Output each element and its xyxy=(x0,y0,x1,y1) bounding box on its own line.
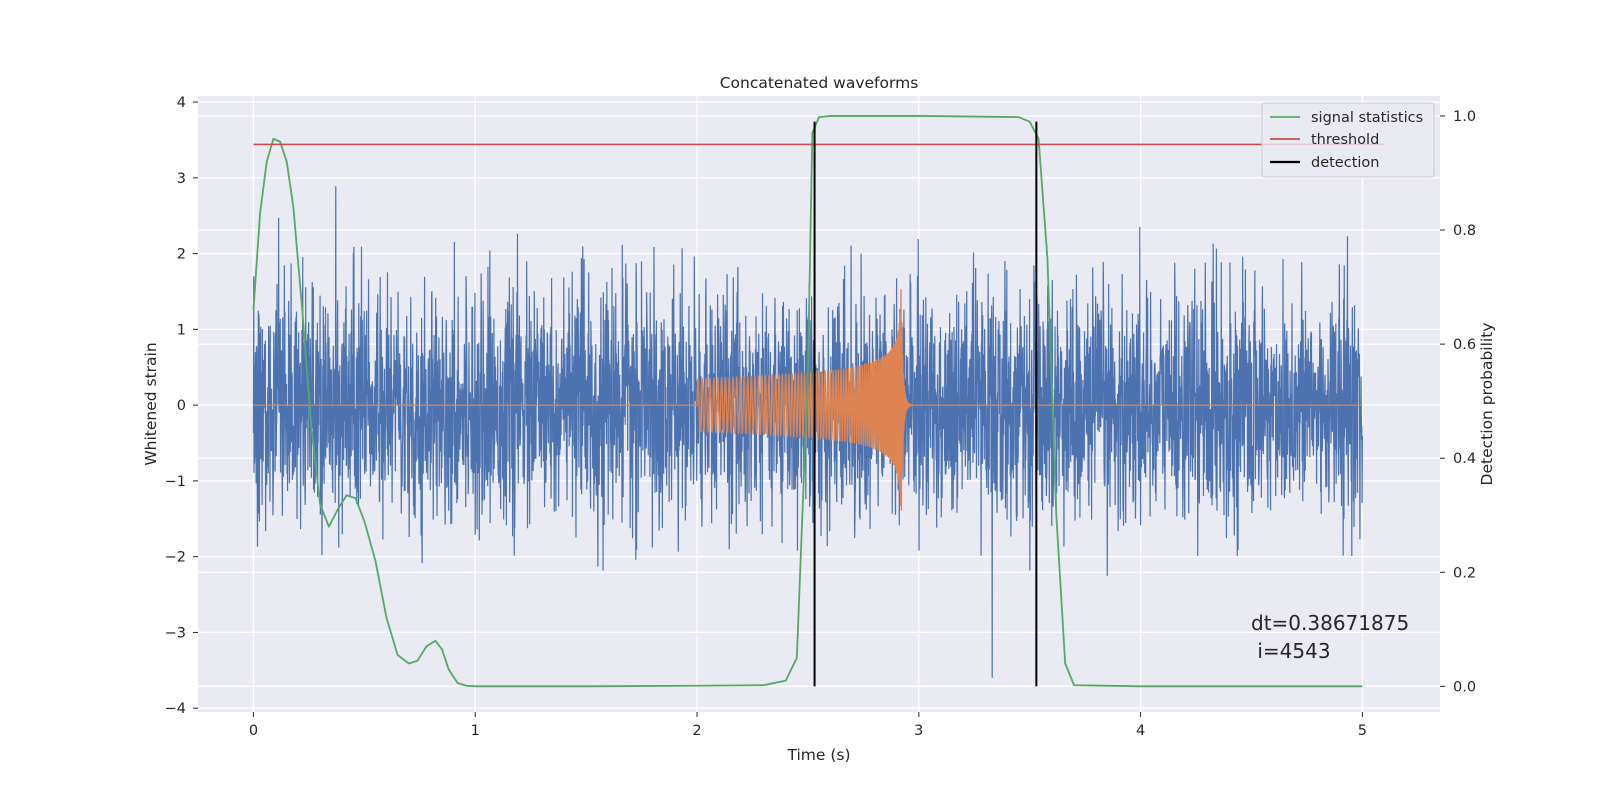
legend: signal statistics threshold detection xyxy=(1261,102,1435,178)
y-left-tick-label-2: −2 xyxy=(165,550,186,566)
legend-label-1: threshold xyxy=(1311,132,1379,148)
y-axis-label-right: Detection probability xyxy=(1478,323,1496,486)
x-tick-label-0: 0 xyxy=(249,723,258,739)
annotation-dt: dt=0.38671875 xyxy=(1251,611,1409,635)
y-right-tick-label-0: 0.0 xyxy=(1453,679,1476,695)
y-left-tick-label-8: 4 xyxy=(177,95,186,111)
signal-statistics-line xyxy=(252,115,1363,688)
y-left-tick-label-5: 1 xyxy=(177,322,186,338)
y-left-tick-label-7: 3 xyxy=(177,171,186,187)
x-axis-label: Time (s) xyxy=(786,746,850,764)
legend-label-0: signal statistics xyxy=(1311,110,1423,126)
data-layer xyxy=(252,115,1385,688)
y-right-tick-label-5: 1.0 xyxy=(1453,109,1476,125)
chart-title: Concatenated waveforms xyxy=(720,74,919,92)
y-right-tick-label-4: 0.8 xyxy=(1453,223,1476,239)
x-tick-label-2: 2 xyxy=(692,723,701,739)
y-right-tick-label-2: 0.4 xyxy=(1453,451,1476,467)
y-left-tick-label-4: 0 xyxy=(177,398,186,414)
x-tick-label-3: 3 xyxy=(914,723,923,739)
y-right-tick-label-3: 0.6 xyxy=(1453,337,1476,353)
y-left-tick-label-6: 2 xyxy=(177,247,186,263)
x-tick-label-4: 4 xyxy=(1136,723,1145,739)
y-left-tick-label-3: −1 xyxy=(165,474,186,490)
legend-box xyxy=(1261,102,1435,178)
y-left-tick-label-1: −3 xyxy=(165,625,186,641)
y-right-tick-label-1: 0.2 xyxy=(1453,565,1476,581)
y-left-tick-label-0: −4 xyxy=(165,701,186,717)
x-tick-label-1: 1 xyxy=(471,723,480,739)
y-axis-label-left: Whitened strain xyxy=(142,342,160,465)
x-tick-label-5: 5 xyxy=(1358,723,1367,739)
axes: 0 1 2 3 4 5 −4 −3 −2 −1 0 1 2 3 4 0.0 0.2 0.4 0.6 0.8 1.0 xyxy=(165,95,1476,739)
legend-label-2: detection xyxy=(1311,155,1379,171)
annotation-i: i=4543 xyxy=(1251,639,1331,663)
